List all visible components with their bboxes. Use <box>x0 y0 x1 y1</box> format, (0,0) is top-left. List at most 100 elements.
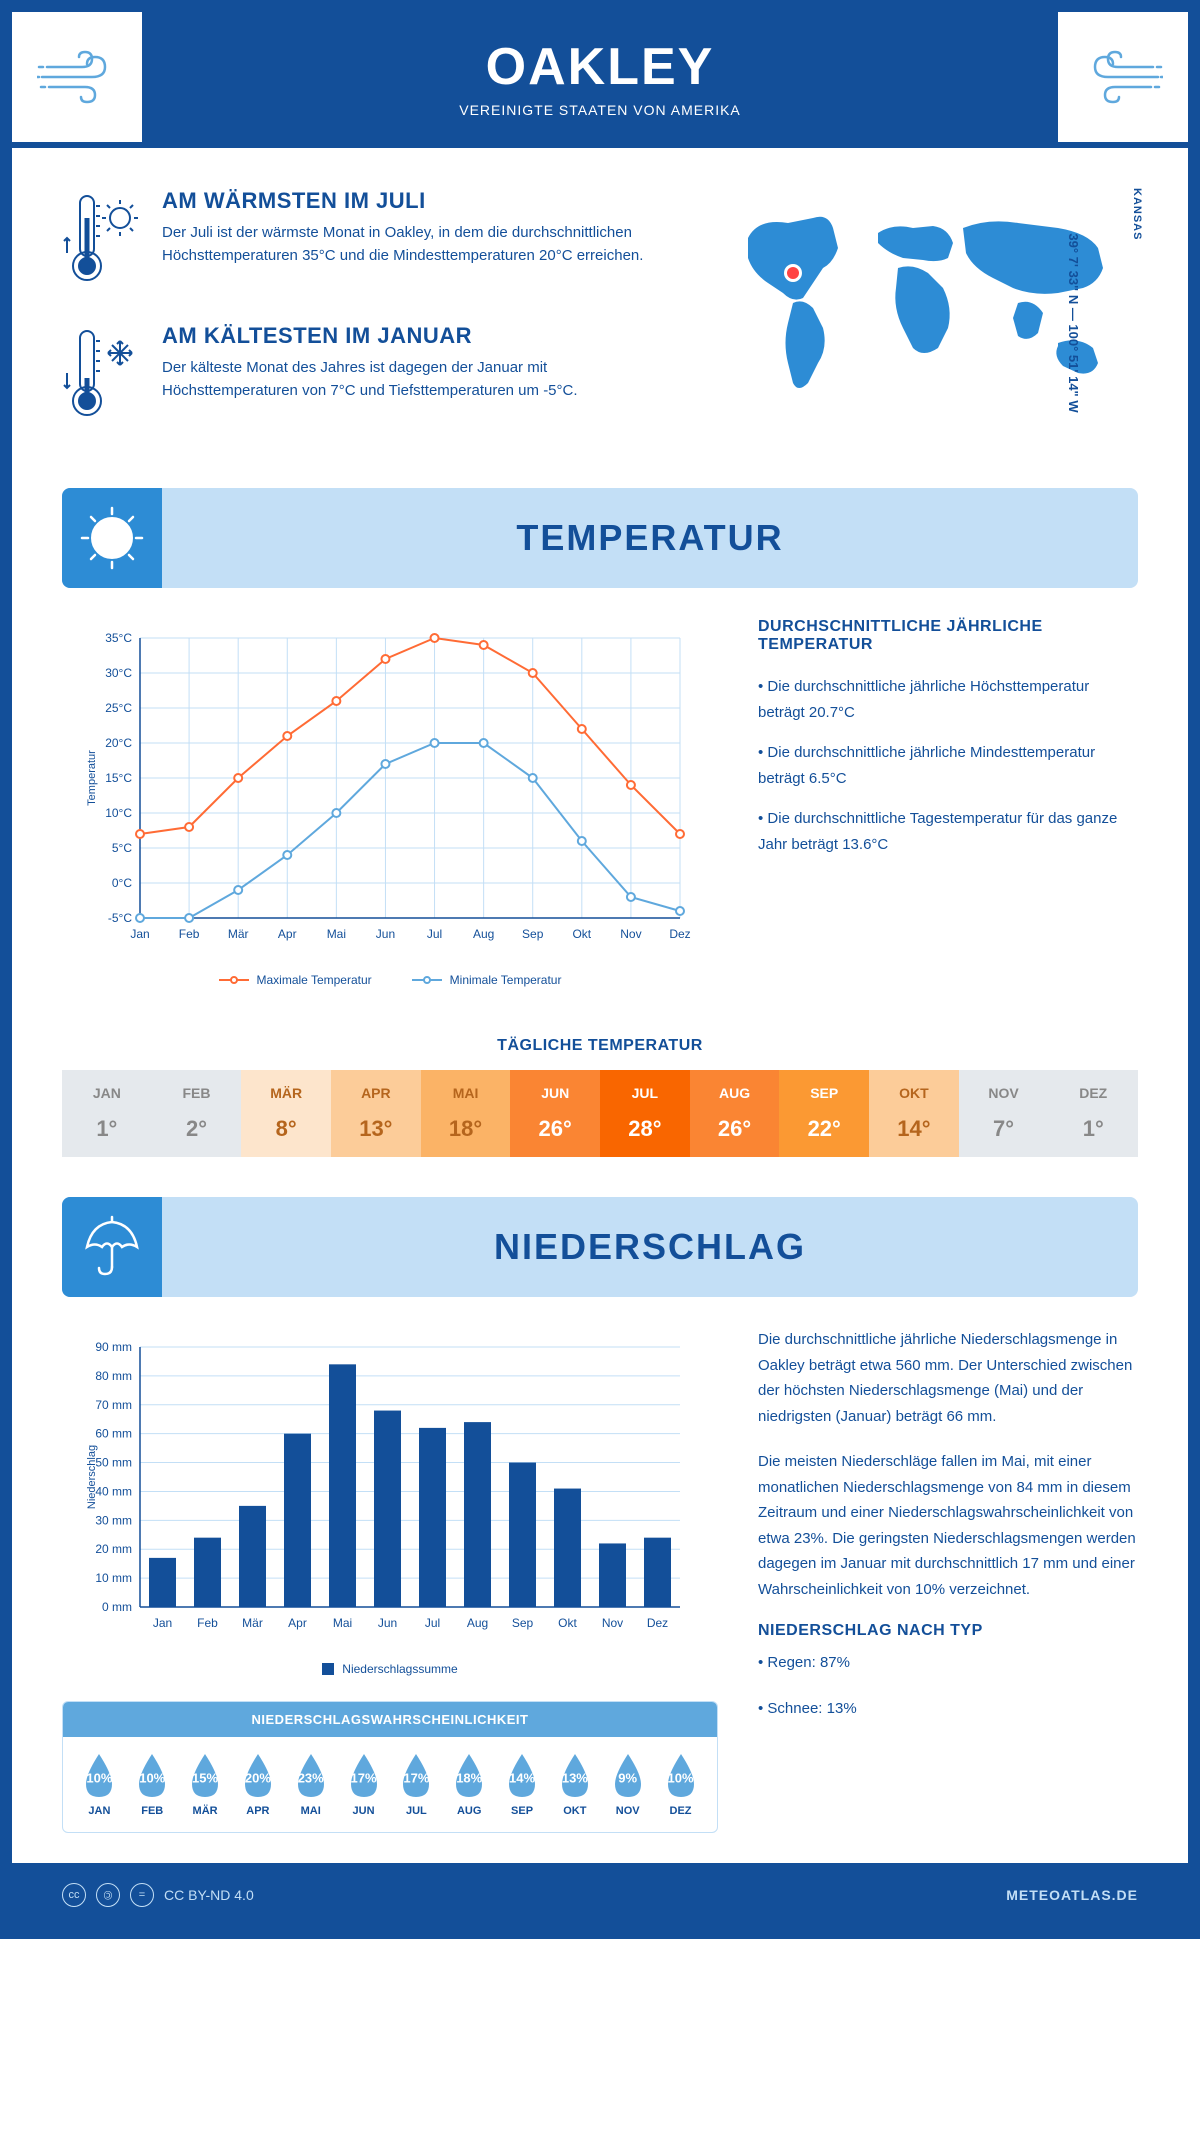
daily-temp-cell: JUL28° <box>600 1070 690 1157</box>
warmest-title: AM WÄRMSTEN IM JULI <box>162 188 678 214</box>
precipitation-chart: 0 mm10 mm20 mm30 mm40 mm50 mm60 mm70 mm8… <box>62 1327 718 1647</box>
precipitation-probability: NIEDERSCHLAGSWAHRSCHEINLICHKEIT 10%JAN10… <box>62 1701 718 1833</box>
legend-max-label: Maximale Temperatur <box>257 973 372 987</box>
svg-text:10 mm: 10 mm <box>95 1571 132 1585</box>
precip-prob-cell: 18%AUG <box>443 1752 496 1817</box>
footer: cc 🄯 = CC BY-ND 4.0 METEOATLAS.DE <box>12 1863 1188 1927</box>
svg-text:Mär: Mär <box>228 927 249 941</box>
nd-icon: = <box>130 1883 154 1907</box>
precip-type-snow: • Schnee: 13% <box>758 1696 1138 1722</box>
daily-temp-cell: FEB2° <box>152 1070 242 1157</box>
svg-text:5°C: 5°C <box>112 841 132 855</box>
daily-temp-title: TÄGLICHE TEMPERATUR <box>12 1037 1188 1055</box>
precipitation-section-header: NIEDERSCHLAG <box>62 1197 1138 1297</box>
wind-icon <box>37 47 117 107</box>
precip-prob-cell: 10%FEB <box>126 1752 179 1817</box>
svg-text:90 mm: 90 mm <box>95 1340 132 1354</box>
temperature-section: -5°C0°C5°C10°C15°C20°C25°C30°C35°CJanFeb… <box>12 588 1188 1017</box>
map-block: KANSAS 39° 7' 33" N — 100° 51' 14" W <box>718 188 1138 458</box>
thermometer-cold-icon <box>62 323 142 423</box>
svg-text:30°C: 30°C <box>105 666 132 680</box>
temperature-section-header: TEMPERATUR <box>62 488 1138 588</box>
precip-prob-cell: 20%APR <box>231 1752 284 1817</box>
svg-text:Okt: Okt <box>572 927 591 941</box>
daily-temp-cell: SEP22° <box>779 1070 869 1157</box>
svg-text:Aug: Aug <box>473 927 494 941</box>
svg-text:60 mm: 60 mm <box>95 1427 132 1441</box>
svg-text:25°C: 25°C <box>105 701 132 715</box>
precip-prob-cell: 17%JUN <box>337 1752 390 1817</box>
thermometer-hot-icon <box>62 188 142 288</box>
coldest-block: AM KÄLTESTEN IM JANUAR Der kälteste Mona… <box>62 323 678 423</box>
precip-prob-cell: 15%MÄR <box>179 1752 232 1817</box>
license-text: CC BY-ND 4.0 <box>164 1887 254 1903</box>
infographic-page: OAKLEY VEREINIGTE STAATEN VON AMERIKA <box>0 0 1200 1939</box>
svg-text:15°C: 15°C <box>105 771 132 785</box>
svg-text:20 mm: 20 mm <box>95 1542 132 1556</box>
svg-text:Feb: Feb <box>197 1616 218 1630</box>
daily-temp-cell: MÄR8° <box>241 1070 331 1157</box>
svg-text:0°C: 0°C <box>112 876 132 890</box>
coldest-title: AM KÄLTESTEN IM JANUAR <box>162 323 678 349</box>
precip-prob-cell: 10%JAN <box>73 1752 126 1817</box>
daily-temp-cell: JAN1° <box>62 1070 152 1157</box>
page-subtitle: VEREINIGTE STAATEN VON AMERIKA <box>459 102 741 118</box>
sun-icon <box>77 503 147 573</box>
svg-text:Apr: Apr <box>288 1616 307 1630</box>
header-corner-left <box>12 12 142 142</box>
svg-text:Jul: Jul <box>425 1616 440 1630</box>
coordinates: 39° 7' 33" N — 100° 51' 14" W <box>1066 233 1081 412</box>
temp-info-title: DURCHSCHNITTLICHE JÄHRLICHE TEMPERATUR <box>758 618 1138 654</box>
precip-prob-cell: 13%OKT <box>548 1752 601 1817</box>
temperature-info: DURCHSCHNITTLICHE JÄHRLICHE TEMPERATUR •… <box>758 618 1138 987</box>
page-title: OAKLEY <box>459 37 741 97</box>
daily-temp-cell: AUG26° <box>690 1070 780 1157</box>
svg-text:Aug: Aug <box>467 1616 488 1630</box>
site-name: METEOATLAS.DE <box>1006 1887 1138 1903</box>
coldest-text: Der kälteste Monat des Jahres ist dagege… <box>162 357 678 402</box>
by-icon: 🄯 <box>96 1883 120 1907</box>
temperature-legend: Maximale Temperatur Minimale Temperatur <box>62 973 718 987</box>
header: OAKLEY VEREINIGTE STAATEN VON AMERIKA <box>12 12 1188 148</box>
svg-text:0 mm: 0 mm <box>102 1600 132 1614</box>
precip-prob-cell: 10%DEZ <box>654 1752 707 1817</box>
svg-text:40 mm: 40 mm <box>95 1484 132 1498</box>
svg-text:50 mm: 50 mm <box>95 1456 132 1470</box>
precip-para1: Die durchschnittliche jährliche Niedersc… <box>758 1327 1138 1429</box>
precipitation-text: Die durchschnittliche jährliche Niedersc… <box>758 1327 1138 1833</box>
svg-text:-5°C: -5°C <box>108 911 132 925</box>
daily-temp-cell: DEZ1° <box>1048 1070 1138 1157</box>
precip-legend-label: Niederschlagssumme <box>342 1662 457 1676</box>
cc-icon: cc <box>62 1883 86 1907</box>
svg-text:Jul: Jul <box>427 927 442 941</box>
svg-text:Jan: Jan <box>130 927 149 941</box>
precip-prob-cell: 23%MAI <box>284 1752 337 1817</box>
header-corner-right <box>1058 12 1188 142</box>
legend-min-label: Minimale Temperatur <box>450 973 562 987</box>
svg-text:Dez: Dez <box>669 927 690 941</box>
svg-text:35°C: 35°C <box>105 631 132 645</box>
precip-type-title: NIEDERSCHLAG NACH TYP <box>758 1622 1138 1640</box>
svg-text:Mai: Mai <box>327 927 346 941</box>
svg-text:Dez: Dez <box>647 1616 668 1630</box>
precip-para2: Die meisten Niederschläge fallen im Mai,… <box>758 1449 1138 1602</box>
precipitation-legend: Niederschlagssumme <box>62 1662 718 1676</box>
precip-type-rain: • Regen: 87% <box>758 1650 1138 1676</box>
temp-info-bullet3: • Die durchschnittliche Tagestemperatur … <box>758 806 1138 857</box>
svg-text:Jun: Jun <box>376 927 395 941</box>
svg-text:10°C: 10°C <box>105 806 132 820</box>
svg-text:Sep: Sep <box>522 927 544 941</box>
warmest-block: AM WÄRMSTEN IM JULI Der Juli ist der wär… <box>62 188 678 288</box>
daily-temp-cell: JUN26° <box>510 1070 600 1157</box>
svg-text:30 mm: 30 mm <box>95 1513 132 1527</box>
svg-text:Apr: Apr <box>278 927 297 941</box>
wind-icon <box>1083 47 1163 107</box>
svg-text:Mär: Mär <box>242 1616 263 1630</box>
temp-info-bullet2: • Die durchschnittliche jährliche Mindes… <box>758 740 1138 791</box>
svg-text:Jun: Jun <box>378 1616 397 1630</box>
daily-temp-row: JAN1°FEB2°MÄR8°APR13°MAI18°JUN26°JUL28°A… <box>62 1070 1138 1157</box>
daily-temp-cell: APR13° <box>331 1070 421 1157</box>
svg-text:Niederschlag: Niederschlag <box>86 1445 98 1509</box>
svg-text:Sep: Sep <box>512 1616 534 1630</box>
svg-text:Feb: Feb <box>179 927 200 941</box>
